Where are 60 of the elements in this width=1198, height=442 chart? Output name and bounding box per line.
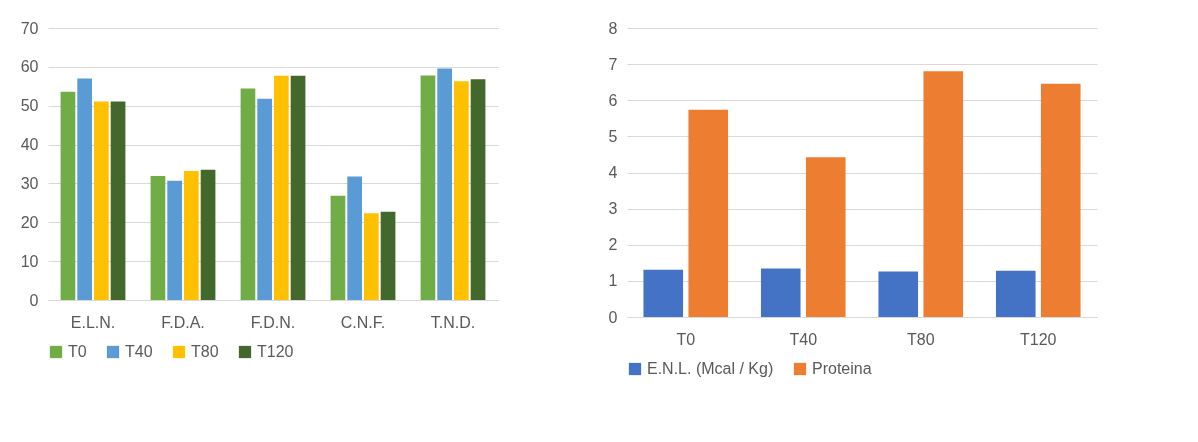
bar: [805, 157, 846, 317]
y-tick-label: 30: [20, 174, 39, 192]
y-tick-label: 5: [608, 127, 618, 145]
bar: [150, 176, 166, 300]
bar: [274, 75, 289, 300]
y-tick-label: 2: [608, 236, 618, 254]
bar: [760, 268, 801, 317]
y-tick-label: 1: [608, 272, 618, 290]
y-tick-label: 4: [608, 164, 618, 181]
bar: [257, 98, 272, 300]
bar: [437, 68, 452, 300]
bar: [200, 169, 216, 300]
y-tick-label: 0: [608, 308, 618, 326]
y-tick-label: 0: [29, 291, 39, 309]
y-tick-label: 10: [20, 252, 39, 270]
bar: [643, 269, 684, 317]
bar: [380, 211, 396, 300]
bar: [94, 101, 109, 300]
x-tick-label: T120: [1020, 330, 1057, 348]
y-tick-label: 50: [20, 97, 39, 115]
bar: [688, 109, 729, 317]
y-tick-label: 20: [20, 213, 39, 231]
x-tick-label: C.N.F.: [340, 313, 386, 331]
bar: [420, 75, 436, 300]
y-tick-label: 60: [20, 58, 39, 76]
legend-label: Proteina: [812, 360, 872, 377]
bar: [77, 78, 92, 300]
legend-label: T40: [125, 343, 153, 360]
y-tick-label: 8: [608, 19, 618, 37]
y-tick-label: 7: [608, 55, 618, 73]
bar: [1040, 83, 1081, 317]
x-tick-label: T80: [906, 330, 935, 348]
bar: [60, 91, 76, 300]
legend-label: T120: [257, 343, 294, 360]
x-tick-label: T.N.D.: [430, 313, 476, 331]
y-tick-label: 3: [608, 200, 618, 218]
bar: [364, 213, 379, 300]
x-tick-label: T40: [789, 330, 818, 348]
bar: [923, 71, 964, 317]
bar: [330, 195, 346, 300]
legend-label: T0: [68, 343, 87, 360]
x-tick-label: T0: [676, 330, 696, 348]
legend-label: T80: [191, 343, 219, 360]
legend-label: E.N.L. (Mcal / Kg): [647, 360, 774, 377]
bar: [878, 271, 919, 317]
y-tick-label: 6: [608, 91, 618, 109]
y-tick-label: 70: [20, 19, 39, 37]
y-tick-label: 40: [20, 136, 39, 154]
bar: [454, 81, 469, 300]
x-tick-label: F.D.A.: [161, 313, 205, 331]
bar: [110, 101, 126, 300]
bar: [184, 170, 199, 300]
x-tick-label: E.L.N.: [70, 313, 116, 331]
bar: [470, 79, 486, 300]
bar: [995, 270, 1036, 317]
bar: [167, 180, 182, 300]
bar: [290, 75, 306, 300]
bar: [347, 176, 362, 300]
x-tick-label: F.D.N.: [250, 313, 296, 331]
bar: [240, 88, 256, 300]
